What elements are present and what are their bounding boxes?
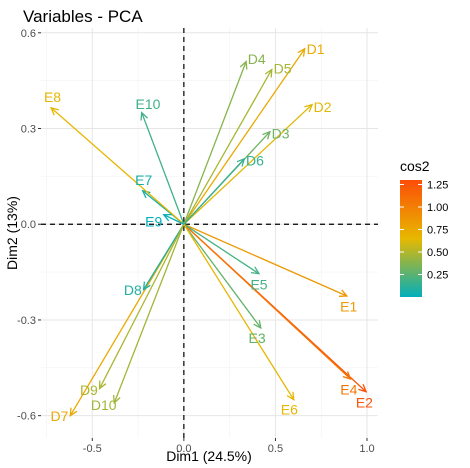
- legend-title: cos2: [400, 158, 430, 174]
- label-d6: D6: [246, 153, 264, 169]
- x-axis-ticks: -0.5 0.0 0.5 1.0: [83, 438, 375, 455]
- y-axis-ticks: -0.6 -0.3 0.0 0.3 0.6: [17, 28, 41, 423]
- plot-panel: [41, 28, 378, 438]
- arrow-d5: [183, 68, 273, 225]
- label-e5: E5: [250, 277, 267, 293]
- y-axis-label: Dim2 (13%): [4, 196, 20, 270]
- label-e8: E8: [44, 89, 61, 105]
- arrow-e5: [183, 223, 261, 275]
- label-e1: E1: [340, 299, 357, 315]
- arrow-e4: [183, 223, 352, 381]
- legend-tick-label: 0.50: [427, 247, 448, 259]
- x-axis-label: Dim1 (24.5%): [166, 448, 252, 464]
- label-d5: D5: [274, 61, 292, 77]
- y-tick-label: -0.3: [17, 315, 36, 327]
- legend-tick-label: 1.25: [427, 180, 448, 192]
- arrow-e10: [140, 111, 185, 225]
- arrow-d10: [112, 223, 185, 405]
- y-tick-label: -0.6: [17, 411, 36, 423]
- x-tick-label: -0.5: [83, 443, 102, 455]
- arrow-d8: [142, 223, 185, 291]
- grid-lines: [41, 28, 378, 438]
- legend-tick-label: 0.25: [427, 270, 448, 282]
- label-e7: E7: [135, 172, 152, 188]
- legend-color-bar: [400, 180, 422, 297]
- cos2-legend: cos2 1.25 1.00 0.75 0.50 0.25: [400, 158, 448, 297]
- label-d3: D3: [272, 125, 290, 141]
- y-tick-label: 0.6: [21, 28, 36, 40]
- x-tick-label: 1.0: [359, 443, 374, 455]
- label-d2: D2: [314, 99, 332, 115]
- label-d10: D10: [91, 397, 117, 413]
- chart-title: Variables - PCA: [23, 7, 143, 26]
- legend-tick-label: 1.00: [427, 202, 448, 214]
- variable-arrows: [49, 47, 368, 417]
- label-d7: D7: [51, 408, 69, 424]
- arrow-d1: [183, 47, 306, 225]
- label-e3: E3: [249, 330, 266, 346]
- label-e4: E4: [340, 382, 357, 398]
- label-e6: E6: [281, 402, 298, 418]
- y-tick-label: 0.3: [21, 124, 36, 136]
- label-e10: E10: [136, 96, 161, 112]
- arrow-d9: [98, 223, 185, 390]
- label-d9: D9: [80, 382, 98, 398]
- legend-tick-label: 0.75: [427, 225, 448, 237]
- arrow-e1: [183, 223, 349, 297]
- x-tick-label: 0.5: [268, 443, 283, 455]
- arrow-e8: [49, 106, 185, 225]
- label-e2: E2: [356, 394, 373, 410]
- label-e9: E9: [145, 214, 162, 230]
- label-d1: D1: [307, 41, 325, 57]
- arrow-e6: [183, 223, 295, 401]
- label-d4: D4: [248, 51, 266, 67]
- arrow-e3: [183, 223, 262, 330]
- x-tick-label: 0.0: [176, 443, 191, 455]
- arrow-e9: [162, 213, 185, 225]
- legend-ticks: 1.25 1.00 0.75 0.50 0.25: [400, 180, 448, 282]
- y-tick-label: 0.0: [21, 219, 36, 231]
- arrow-d2: [183, 103, 314, 225]
- arrow-d6: [183, 157, 246, 225]
- arrow-d4: [183, 60, 248, 225]
- label-d8: D8: [124, 282, 142, 298]
- reference-lines: [41, 28, 378, 438]
